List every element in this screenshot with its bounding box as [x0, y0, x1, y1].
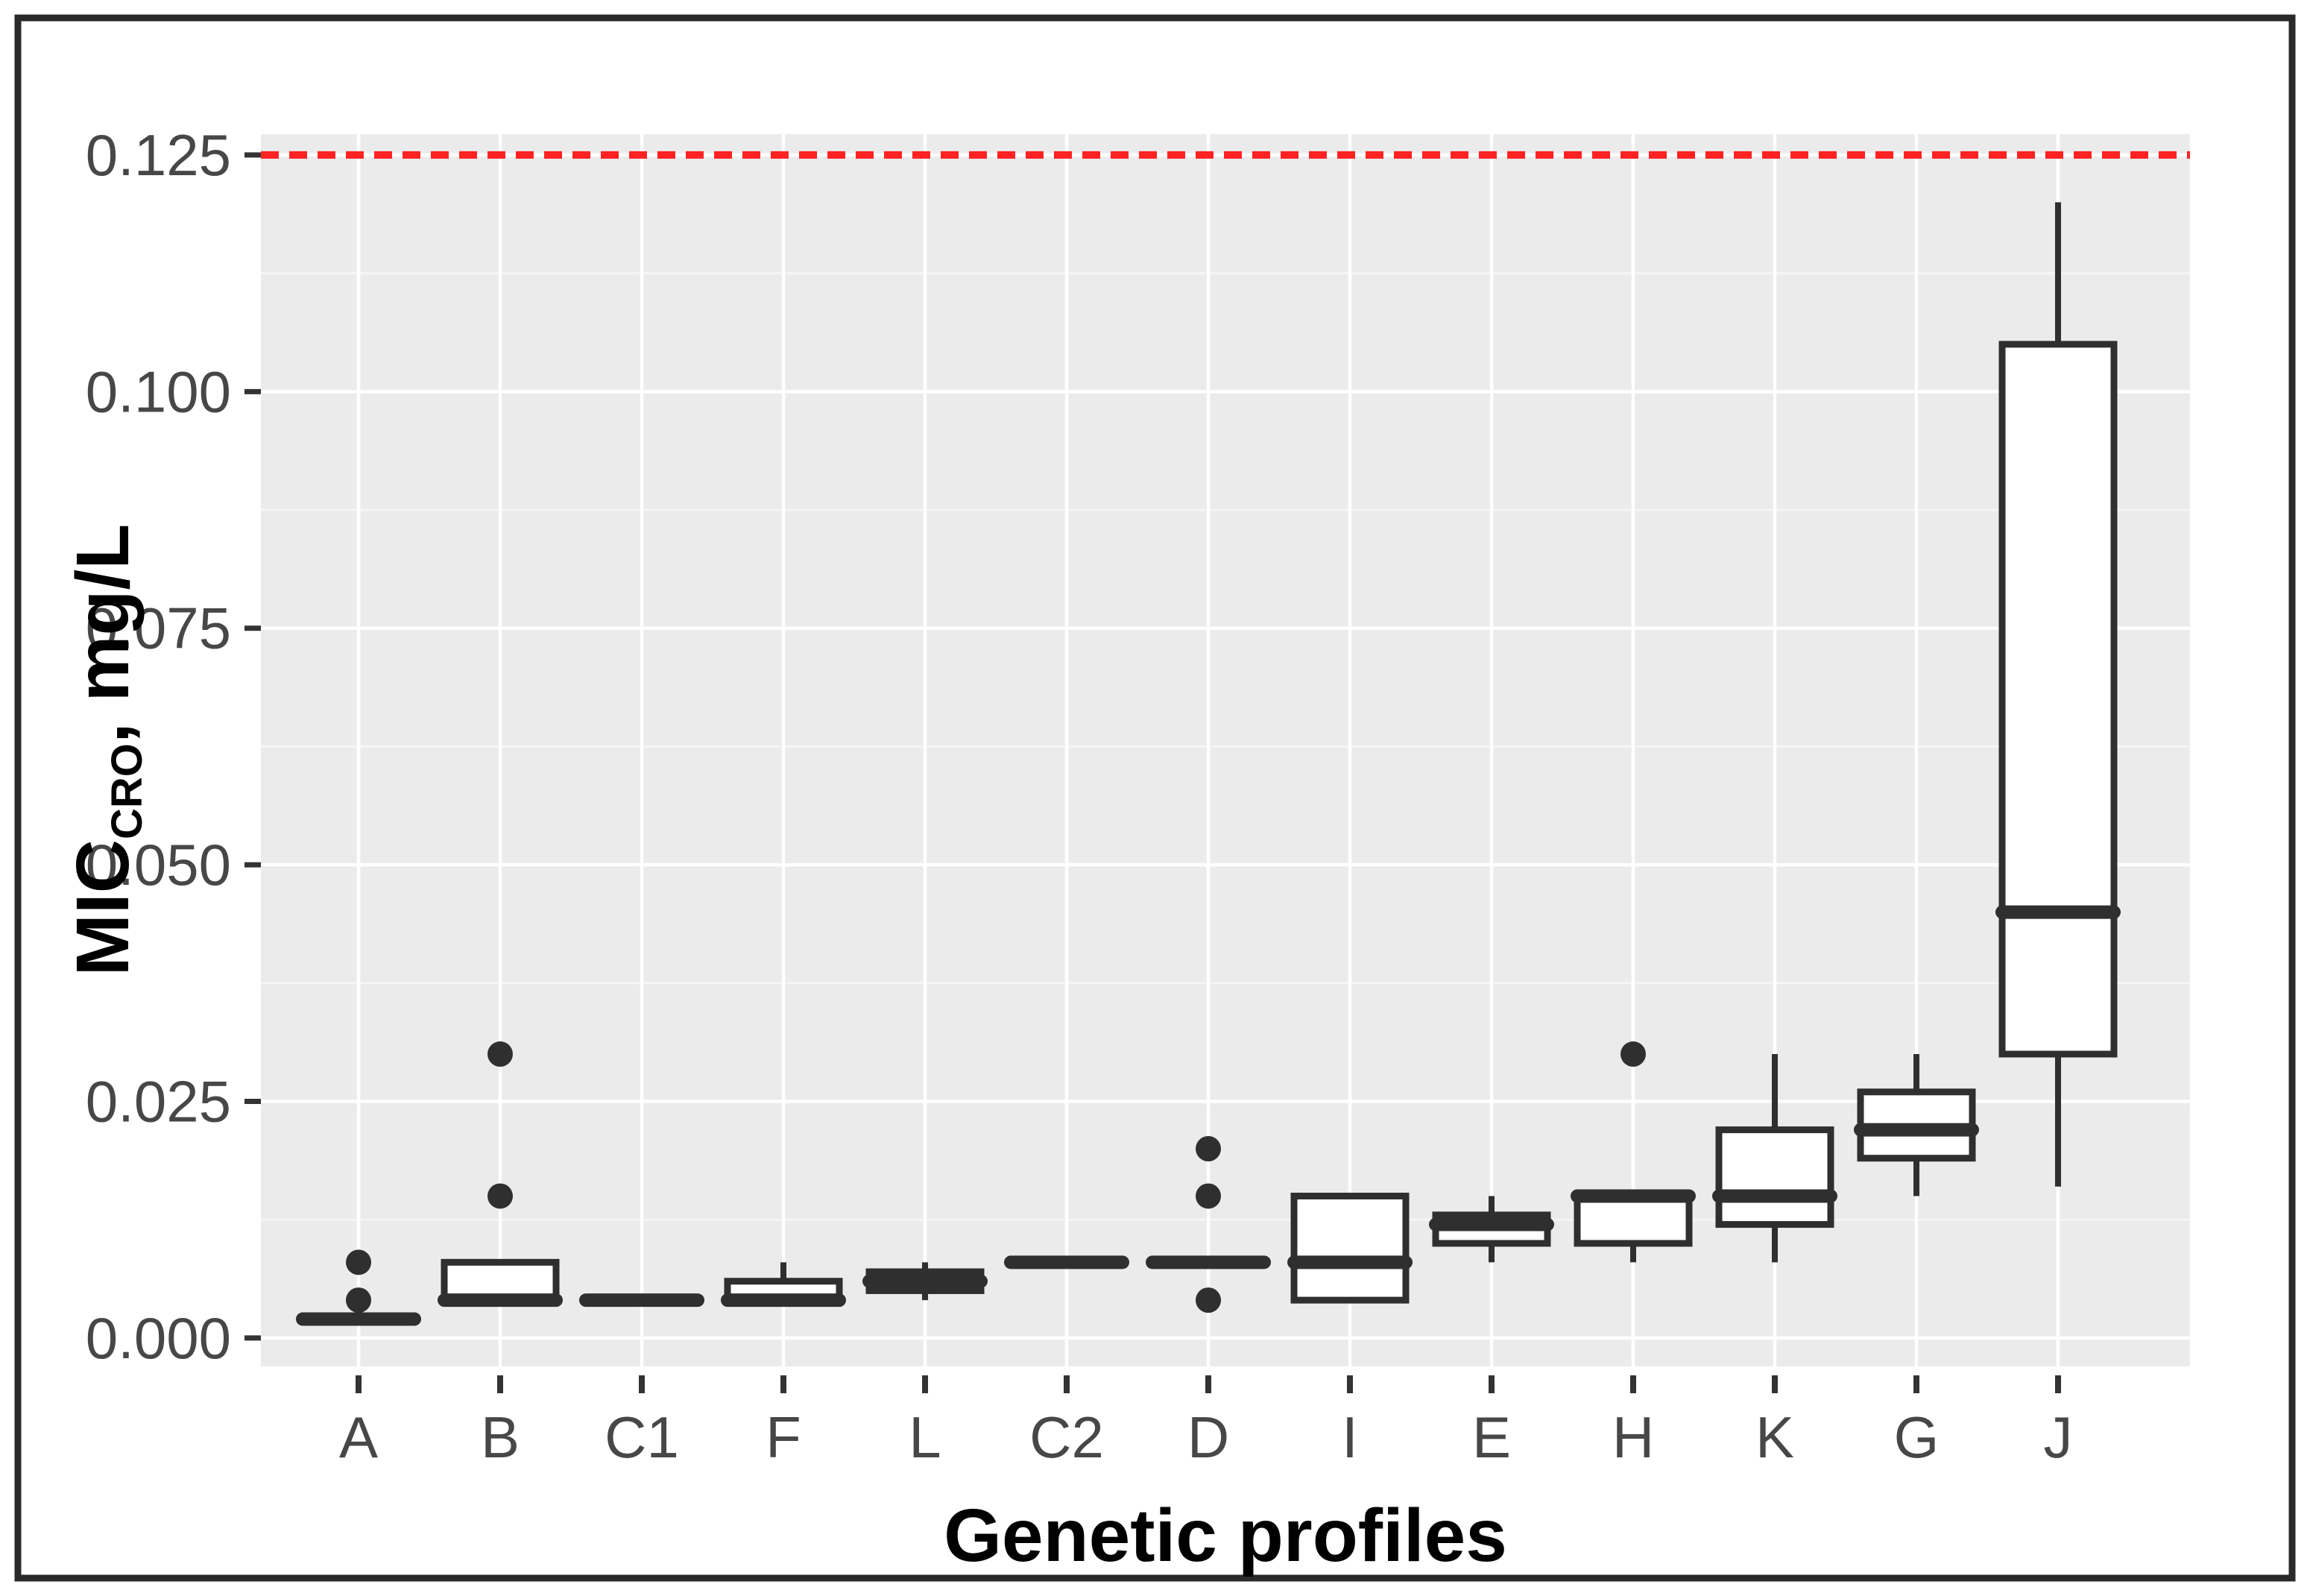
outlier-point: [1621, 1041, 1646, 1067]
plot-panel: [261, 134, 2190, 1366]
boxplot-A: [296, 1249, 421, 1326]
boxplot-B: [438, 1041, 563, 1308]
x-category-label: J: [2044, 1404, 2073, 1470]
boxplot-I: [1287, 1192, 1413, 1304]
y-tick-label: 0.050: [86, 832, 231, 898]
boxplot-H: [1571, 1041, 1696, 1263]
x-category-label: C2: [1029, 1404, 1104, 1470]
outlier-point: [1196, 1287, 1221, 1313]
iqr-box: [1574, 1192, 1693, 1247]
x-category-label: H: [1612, 1404, 1654, 1470]
x-axis-title: Genetic profiles: [944, 1494, 1507, 1577]
x-category-label: E: [1472, 1404, 1511, 1470]
figure-border: [14, 14, 2296, 1582]
iqr-box: [1290, 1192, 1410, 1304]
y-axis-title-suffix: , mg/L: [61, 523, 145, 744]
outlier-point: [487, 1183, 513, 1209]
x-category-label: F: [766, 1404, 801, 1470]
boxplot-F: [721, 1262, 846, 1308]
boxplot-J: [1995, 202, 2121, 1187]
x-category-label: L: [909, 1404, 941, 1470]
boxplot-D: [1146, 1135, 1271, 1313]
boxplot-G: [1854, 1054, 1979, 1196]
x-category-label: D: [1187, 1404, 1229, 1470]
iqr-box: [1715, 1126, 1834, 1228]
x-category-label: A: [339, 1404, 378, 1470]
x-category-label: C1: [605, 1404, 679, 1470]
y-axis-title-main: MIC: [61, 839, 145, 977]
x-category-label: K: [1755, 1404, 1794, 1470]
y-axis-title: MICCRO, mg/L: [54, 414, 151, 1085]
y-tick-label: 0.025: [86, 1069, 231, 1135]
y-tick-label: 0.125: [86, 122, 231, 188]
boxplot-K: [1712, 1054, 1837, 1263]
y-axis-title-subscript: CRO: [103, 743, 151, 840]
outlier-point: [346, 1249, 371, 1275]
boxplot-E: [1429, 1196, 1554, 1263]
y-tick-label: 0.100: [86, 359, 231, 424]
x-category-label: I: [1342, 1404, 1358, 1470]
outlier-point: [1196, 1135, 1221, 1161]
y-tick-label: 0.000: [86, 1305, 231, 1371]
iqr-box: [1998, 341, 2118, 1058]
outlier-point: [487, 1041, 513, 1067]
x-category-label: B: [481, 1404, 520, 1470]
y-tick-label: 0.075: [86, 596, 231, 661]
x-category-label: G: [1894, 1404, 1940, 1470]
outlier-point: [346, 1287, 371, 1313]
boxplot-L: [862, 1262, 988, 1301]
outlier-point: [1196, 1183, 1221, 1209]
